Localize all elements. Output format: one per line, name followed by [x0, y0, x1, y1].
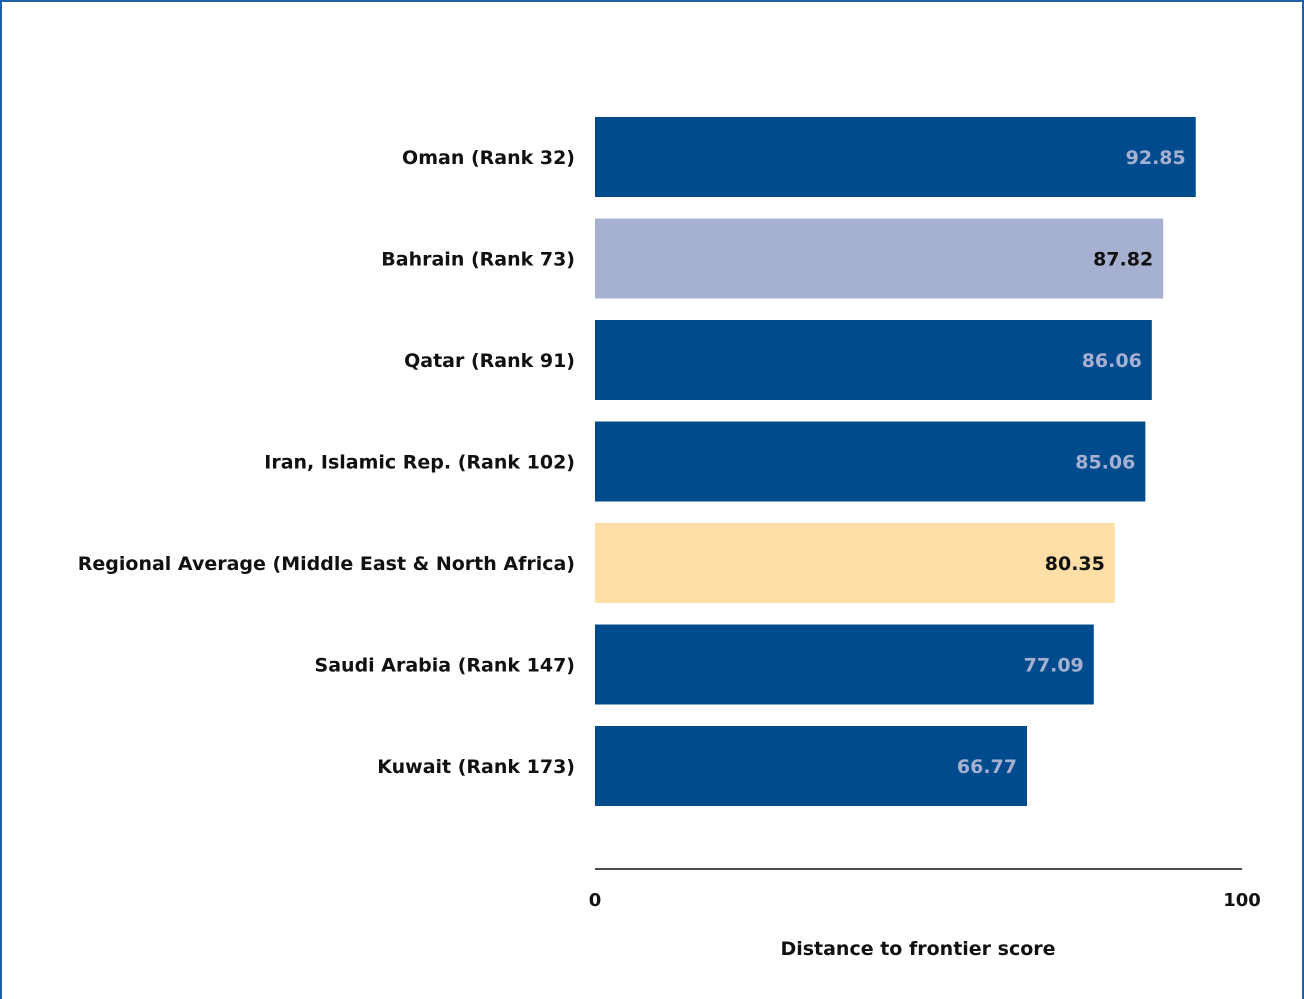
bar-3 [595, 421, 1146, 502]
bar-6 [595, 726, 1028, 806]
value-label-3: 85.06 [1075, 452, 1135, 474]
category-label-4: Regional Average (Middle East & North Af… [78, 553, 575, 575]
category-label-1: Bahrain (Rank 73) [381, 249, 575, 271]
x-tick-label-100: 100 [1223, 890, 1261, 911]
value-label-4: 80.35 [1045, 553, 1105, 575]
category-label-5: Saudi Arabia (Rank 147) [315, 655, 575, 677]
category-label-0: Oman (Rank 32) [402, 147, 575, 169]
category-label-3: Iran, Islamic Rep. (Rank 102) [264, 452, 575, 474]
bar-4 [595, 523, 1115, 603]
x-tick-label-0: 0 [589, 890, 602, 911]
bar-5 [595, 624, 1094, 705]
bar-0 [595, 117, 1196, 197]
value-label-1: 87.82 [1093, 249, 1153, 271]
x-axis-title: Distance to frontier score [780, 938, 1055, 960]
value-label-5: 77.09 [1024, 655, 1084, 677]
value-label-6: 66.77 [957, 756, 1017, 778]
bars-group [595, 117, 1196, 806]
category-labels-group: Oman (Rank 32) Bahrain (Rank 73) Qatar (Ra… [78, 147, 575, 778]
category-label-2: Qatar (Rank 91) [404, 350, 575, 372]
value-label-2: 86.06 [1082, 350, 1142, 372]
bar-2 [595, 320, 1152, 400]
value-labels-group: 92.85 87.82 86.06 85.06 80.35 77.09 66.77 [957, 147, 1186, 778]
value-label-0: 92.85 [1126, 147, 1186, 169]
category-label-6: Kuwait (Rank 173) [377, 756, 575, 778]
bar-1 [595, 218, 1164, 299]
